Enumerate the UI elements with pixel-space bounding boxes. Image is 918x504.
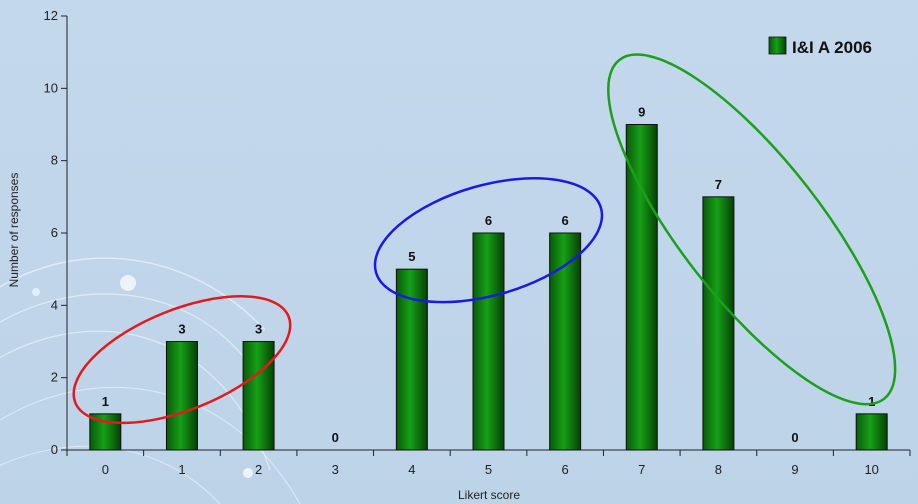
bar-data-label: 3 [178,322,185,337]
y-tick-label: 4 [51,297,58,312]
bar-data-label: 3 [255,322,262,337]
decorative-dot [243,468,253,478]
x-tick-label: 10 [864,462,878,477]
bar-data-label: 1 [868,394,875,409]
annotation-ellipses [72,53,897,425]
bar-data-label: 1 [102,394,109,409]
bar-data-label: 5 [408,249,415,264]
bar [702,196,735,451]
bar [855,413,888,451]
decorative-dot [32,288,40,296]
bar [625,124,658,451]
y-axis-title: Number of responses [7,173,21,288]
y-tick-label: 10 [44,80,58,95]
bar [242,341,275,451]
legend-label: I&I A 2006 [792,38,872,57]
bar-data-label: 7 [715,177,722,192]
x-tick-label: 1 [178,462,185,477]
bar [549,232,582,451]
y-tick-label: 8 [51,153,58,168]
x-tick-label: 0 [102,462,109,477]
bar-data-label: 0 [332,430,339,445]
bars [89,124,888,451]
y-tick-label: 6 [51,225,58,240]
annotation-ellipse [373,177,604,304]
decorative-dot [120,275,136,291]
x-tick-label: 3 [332,462,339,477]
annotation-ellipse [72,295,292,425]
x-tick-label: 8 [715,462,722,477]
bar-data-label: 9 [638,105,645,120]
x-tick-label: 7 [638,462,645,477]
x-tick-label: 5 [485,462,492,477]
bar-data-label: 0 [791,430,798,445]
y-tick-label: 2 [51,370,58,385]
bar [472,232,505,451]
data-labels: 1 3 3 0 5 6 6 9 7 0 1 [102,105,876,446]
y-tick-label: 0 [51,442,58,457]
bar-data-label: 6 [485,213,492,228]
x-tick-label: 6 [562,462,569,477]
legend: I&I A 2006 [768,36,872,57]
x-axis-title: Likert score [458,488,520,502]
y-tick-label: 12 [44,8,58,23]
x-tick-label: 4 [408,462,415,477]
bar [165,341,198,451]
x-tick-label: 2 [255,462,262,477]
x-tick-label: 9 [791,462,798,477]
bar-data-label: 6 [562,213,569,228]
annotation-ellipse [607,53,897,406]
legend-swatch [768,36,787,55]
